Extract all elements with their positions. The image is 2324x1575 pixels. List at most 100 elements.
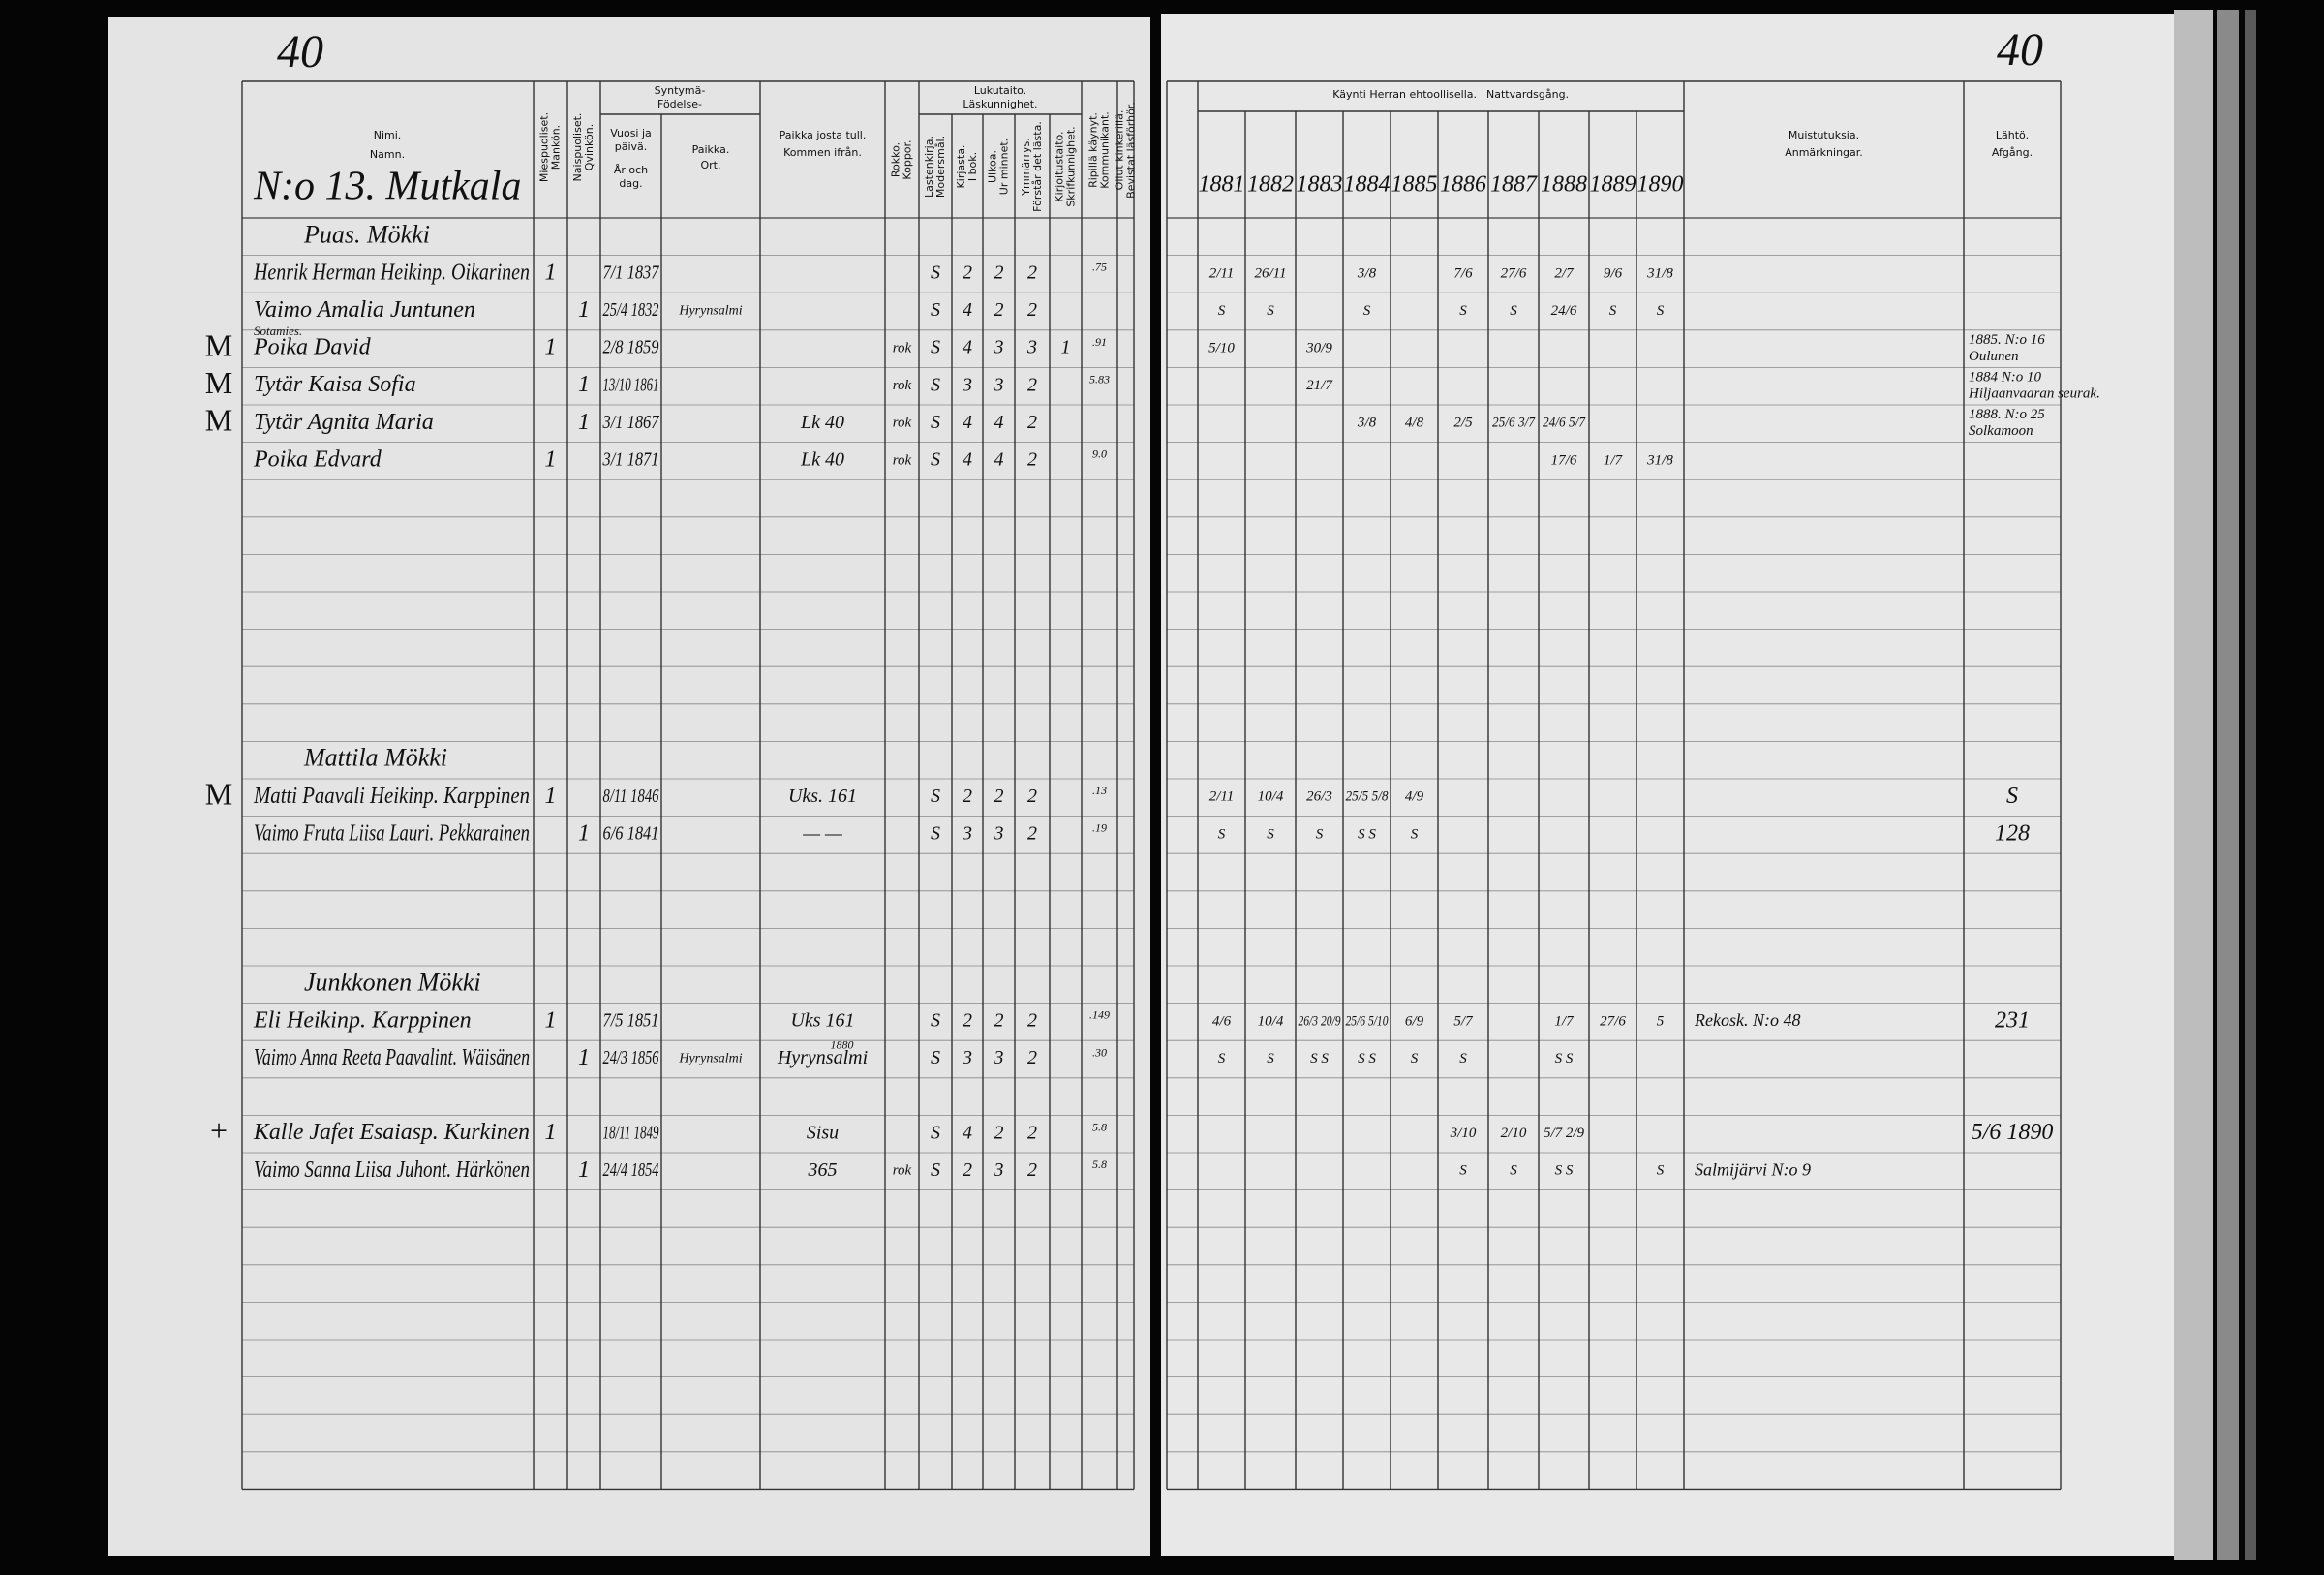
male-mark: 1	[545, 335, 557, 360]
reading-mark: 3	[994, 374, 1004, 395]
communion-mark: 10/4	[1258, 1013, 1284, 1029]
reading-mark: 2	[1027, 374, 1037, 395]
person-name: Henrik Herman Heikinp. Oikarinen	[253, 260, 530, 285]
communion-mark: 2/10	[1501, 1126, 1527, 1141]
year-label: 1884	[1344, 172, 1391, 198]
communion-mark: 25/6 3/7	[1492, 416, 1536, 431]
reading-mark: 3	[1026, 337, 1037, 358]
reading-mark: 2	[994, 1122, 1004, 1143]
header-label: År och	[614, 164, 648, 176]
reading-mark: 1	[1061, 337, 1071, 358]
male-mark: 1	[545, 1120, 557, 1145]
came-from: Uks 161	[790, 1009, 854, 1031]
reading-mark: S	[931, 1159, 940, 1181]
header-label: Förstår det lästa.	[1031, 121, 1044, 212]
page-number: 40	[277, 26, 323, 77]
person-name: Poika Edvard	[253, 447, 382, 472]
communion-mark: 7/6	[1453, 265, 1473, 281]
person-name: Tytär Kaisa Sofia	[254, 372, 416, 397]
reading-mark: 3	[994, 337, 1004, 358]
reading-mark: 2	[994, 299, 1004, 321]
communion-mark: 5	[1657, 1013, 1665, 1029]
female-mark: 1	[578, 820, 590, 846]
reading-mark: 2	[963, 786, 972, 807]
reading-mark: 2	[1027, 412, 1037, 433]
communion-mark: 2/11	[1209, 265, 1235, 281]
communion-mark: 9/6	[1604, 265, 1623, 281]
reading-mark: S	[931, 299, 940, 321]
came-from: Uks. 161	[788, 786, 857, 807]
came-from: Sisu	[807, 1122, 839, 1143]
birth-date: 13/10 1861	[603, 374, 659, 395]
visit-note: .30	[1092, 1045, 1107, 1059]
header-label: Lähtö.	[1996, 129, 2029, 141]
communion-mark: 6/9	[1405, 1013, 1424, 1029]
reading-mark: 2	[1027, 1047, 1037, 1068]
communion-mark: S S	[1555, 1051, 1574, 1066]
female-mark: 1	[578, 1045, 590, 1070]
reading-mark: 4	[963, 448, 972, 470]
reading-mark: S	[931, 1009, 940, 1031]
header-label: Ymmärrys.	[1020, 138, 1032, 196]
header-label: Födelse-	[657, 98, 702, 110]
communion-mark: S	[1657, 1163, 1665, 1179]
departure: Oulunen	[1969, 349, 2019, 364]
reading-mark: 2	[1027, 448, 1037, 470]
vaccination: rok	[893, 416, 912, 431]
header-label: Ort.	[701, 159, 721, 171]
birth-date: 7/1 1837	[603, 262, 660, 283]
year-label: 1888	[1541, 172, 1587, 198]
communion-mark: 3/8	[1357, 416, 1377, 431]
reading-mark: 4	[963, 299, 972, 321]
header-label: Naispuoliset.	[571, 113, 584, 182]
vaccination: rok	[893, 378, 912, 393]
female-mark: 1	[578, 410, 590, 435]
header-label: Lukutaito.	[974, 84, 1026, 97]
reading-mark: 2	[994, 262, 1004, 283]
reading-mark: 2	[1027, 1159, 1037, 1181]
birth-place: Hyrynsalmi	[678, 304, 742, 319]
female-mark: 1	[578, 372, 590, 397]
departure: 128	[1995, 820, 2030, 846]
reading-mark: 2	[963, 262, 972, 283]
birth-date: 18/11 1849	[603, 1122, 659, 1143]
communion-mark: S S	[1358, 826, 1376, 842]
communion-mark: S	[1510, 303, 1517, 319]
header-label: Vuosi ja	[610, 127, 652, 139]
remark: Salmijärvi N:o 9	[1695, 1159, 1811, 1179]
year-label: 1890	[1637, 172, 1684, 198]
birth-date: 7/5 1851	[603, 1009, 659, 1031]
visit-note: .13	[1092, 784, 1107, 797]
communion-mark: 4/9	[1405, 789, 1424, 805]
header-label: Nimi.	[374, 129, 402, 141]
year-label: 1889	[1590, 172, 1636, 198]
header-label: Kommunikant.	[1099, 111, 1112, 189]
reading-mark: S	[931, 262, 940, 283]
header-label: Läskunnighet.	[963, 98, 1037, 110]
header-label: Syntymä-	[655, 84, 706, 97]
communion-mark: S	[1510, 1163, 1517, 1179]
visit-note: .149	[1089, 1008, 1110, 1022]
communion-mark: S	[1459, 1051, 1467, 1066]
came-from: Lk 40	[800, 412, 844, 433]
communion-mark: 24/6 5/7	[1543, 416, 1586, 431]
person-name: Vaimo Fruta Liisa Lauri. Pekkarainen	[254, 820, 530, 846]
communion-mark: 31/8	[1646, 265, 1673, 281]
reading-mark: 4	[963, 412, 972, 433]
header-label: Afgång.	[1992, 146, 2033, 159]
communion-mark: 4/8	[1405, 416, 1424, 431]
departure: 1884 N:o 10	[1969, 370, 2042, 386]
communion-mark: 27/6	[1600, 1013, 1626, 1029]
year-label: 1887	[1490, 172, 1538, 198]
header-label: Ripillä käynyt.	[1087, 112, 1100, 188]
person-name: Vaimo Amalia Juntunen	[254, 297, 475, 323]
communion-mark: 26/3 20/9	[1299, 1013, 1341, 1029]
birth-place: Hyrynsalmi	[678, 1052, 742, 1066]
remark: Rekosk. N:o 48	[1694, 1010, 1800, 1030]
male-mark: 1	[545, 784, 557, 809]
reading-mark: 2	[994, 1009, 1004, 1031]
birth-date: 8/11 1846	[603, 786, 659, 807]
reading-mark: 3	[994, 1159, 1004, 1181]
note: Sotamies.	[254, 324, 302, 338]
